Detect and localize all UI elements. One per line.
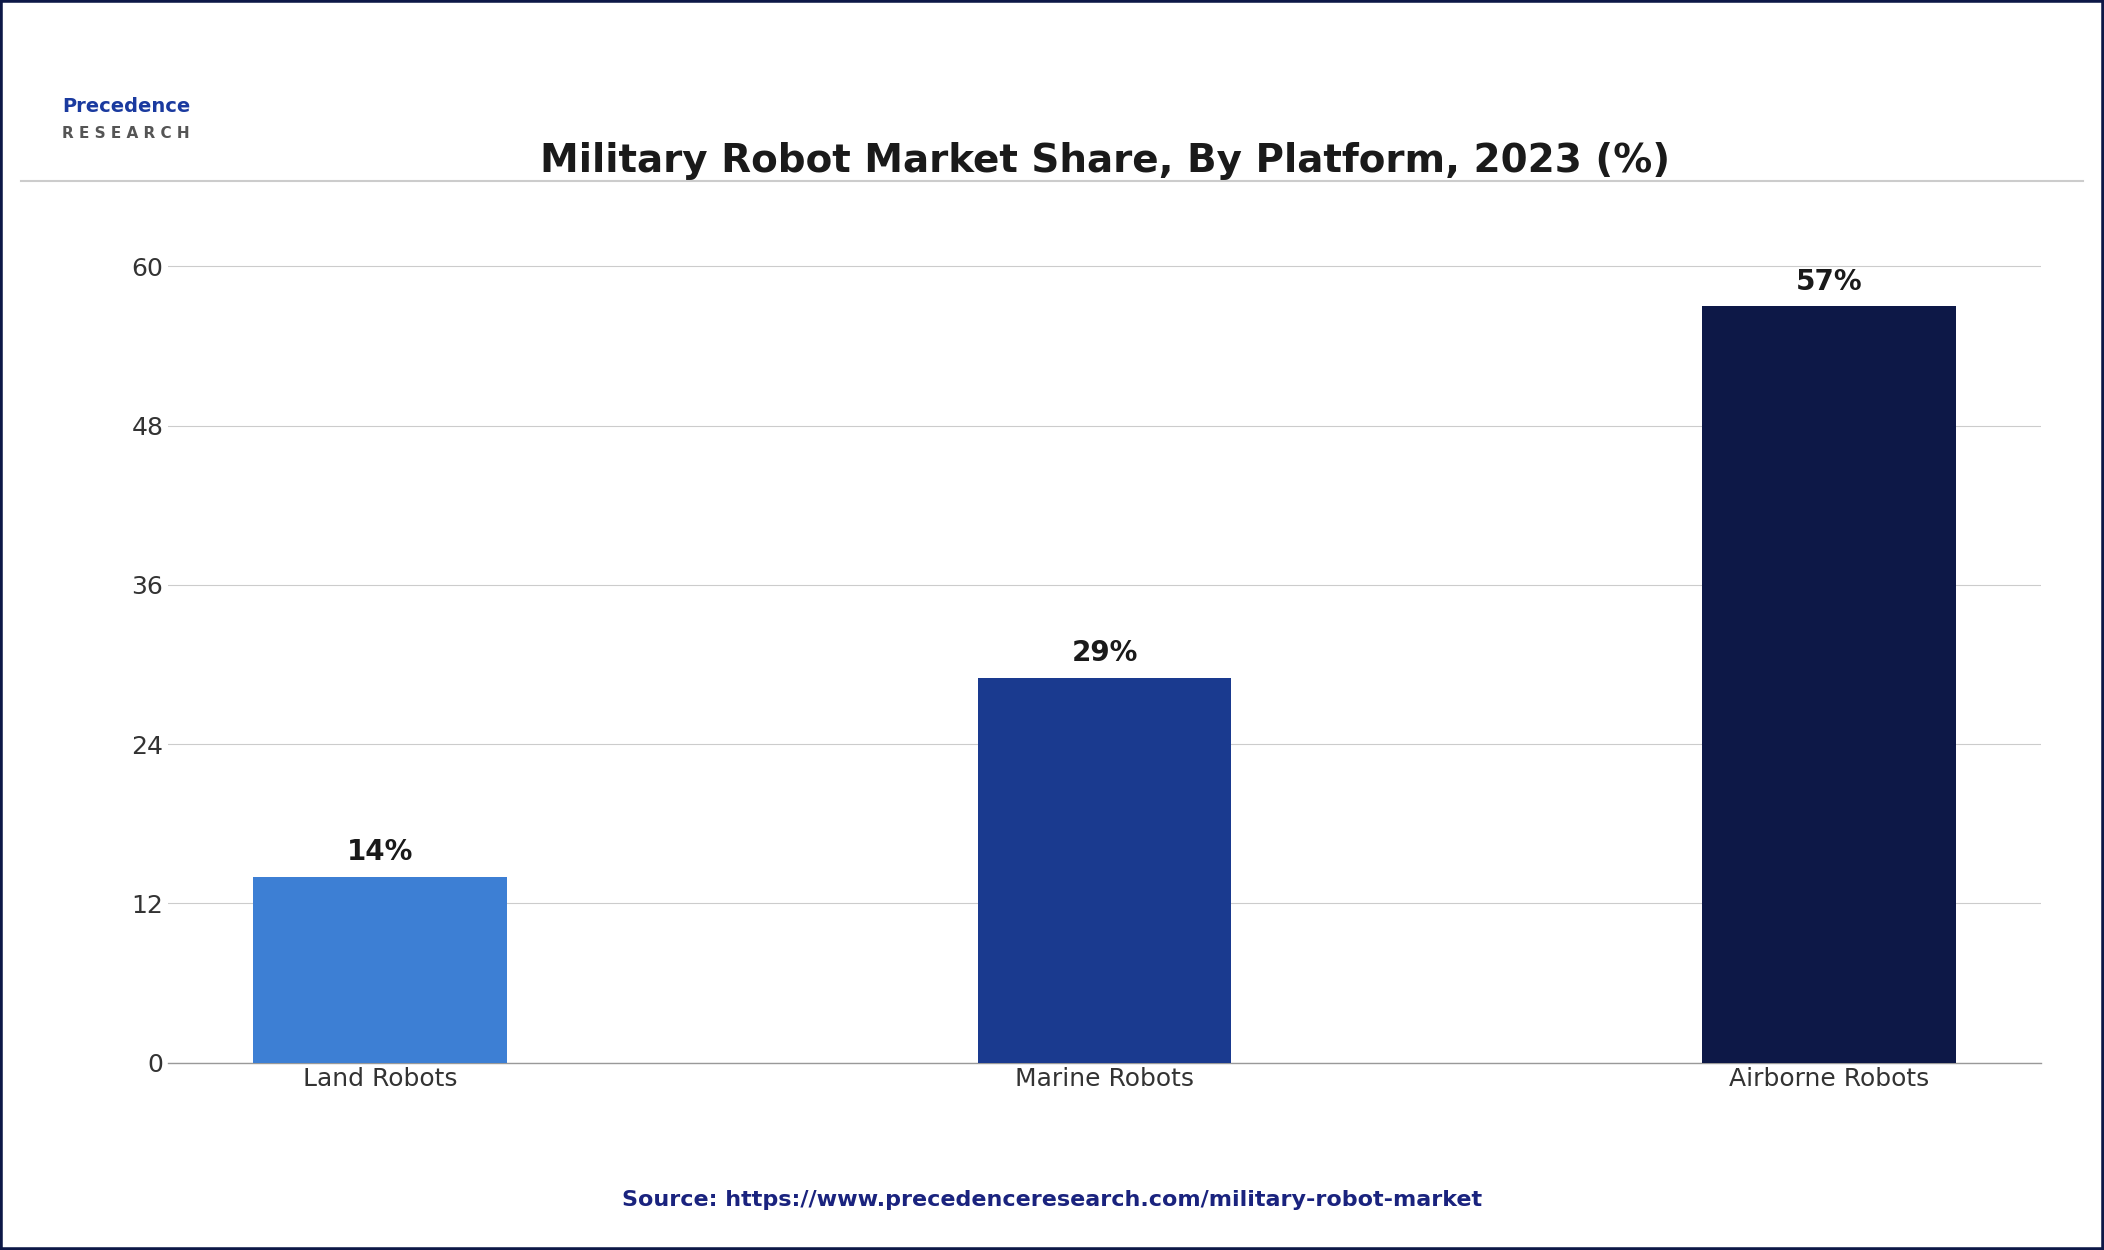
Bar [1702, 306, 1957, 1062]
Text: 29%: 29% [1071, 639, 1138, 668]
Bar [978, 678, 1231, 1062]
Text: Source: https://www.precedenceresearch.com/military-robot-market: Source: https://www.precedenceresearch.c… [623, 1190, 1481, 1210]
Text: 14%: 14% [347, 838, 412, 866]
Text: Precedence: Precedence [63, 96, 189, 116]
Bar [252, 876, 507, 1062]
Text: R E S E A R C H: R E S E A R C H [63, 126, 189, 141]
Text: 57%: 57% [1795, 268, 1862, 295]
Title: Military Robot Market Share, By Platform, 2023 (%): Military Robot Market Share, By Platform… [539, 142, 1671, 180]
